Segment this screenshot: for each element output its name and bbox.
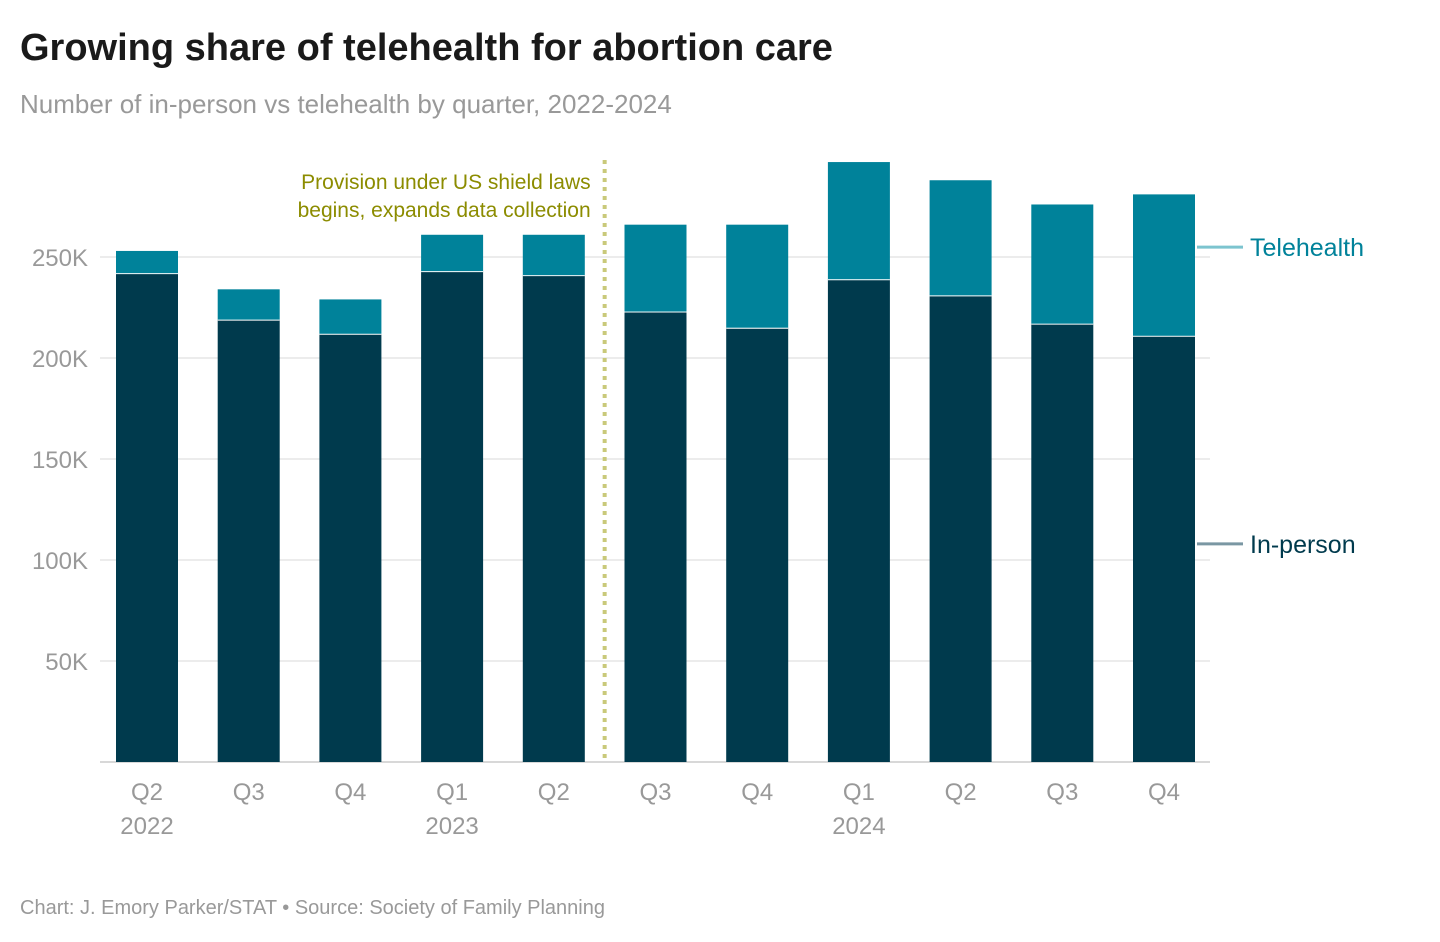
- bar-telehealth: [726, 224, 789, 328]
- bar-in-person: [624, 311, 687, 762]
- bar-in-person: [1133, 335, 1195, 762]
- bar-telehealth: [319, 299, 382, 334]
- bar-in-person: [929, 295, 992, 762]
- x-tick-label: Q3: [233, 779, 265, 806]
- x-tick-label: Q1: [436, 779, 468, 806]
- y-tick-label: 200K: [32, 346, 88, 373]
- x-tick-year: 2022: [120, 813, 173, 840]
- bar-telehealth: [421, 234, 484, 272]
- bar-in-person: [726, 327, 789, 762]
- y-tick-label: 150K: [32, 447, 88, 474]
- bar-telehealth: [116, 250, 178, 274]
- bar-in-person: [421, 271, 484, 762]
- source-note: Chart: J. Emory Parker/STAT • Source: So…: [20, 897, 605, 919]
- x-tick-label: Q4: [334, 779, 366, 806]
- bar-telehealth: [929, 180, 992, 296]
- bar-telehealth: [1031, 204, 1094, 324]
- bar-in-person: [116, 273, 178, 762]
- chart-subtitle: Number of in-person vs telehealth by qua…: [20, 89, 672, 119]
- x-tick-label: Q3: [1046, 779, 1078, 806]
- bar-in-person: [1031, 323, 1094, 762]
- y-tick-label: 50K: [45, 649, 88, 676]
- chart-title: Growing share of telehealth for abortion…: [20, 27, 833, 69]
- x-tick-label: Q3: [639, 779, 671, 806]
- bar-in-person: [827, 279, 890, 762]
- y-tick-label: 100K: [32, 548, 88, 575]
- bar-telehealth: [827, 162, 890, 280]
- x-tick-label: Q2: [538, 779, 570, 806]
- legend-label-in-person: In-person: [1250, 531, 1356, 559]
- x-tick-label: Q1: [843, 779, 875, 806]
- annotation-text: Provision under US shield laws: [301, 171, 590, 194]
- bar-in-person: [319, 333, 382, 762]
- bar-in-person: [522, 275, 585, 762]
- x-tick-label: Q4: [1148, 779, 1180, 806]
- x-tick-label: Q2: [945, 779, 977, 806]
- bar-telehealth: [1133, 194, 1195, 336]
- bar-telehealth: [217, 289, 280, 320]
- x-tick-label: Q2: [131, 779, 163, 806]
- annotation-text: begins, expands data collection: [298, 199, 591, 222]
- bar-in-person: [217, 319, 280, 762]
- bar-telehealth: [624, 224, 687, 312]
- bar-telehealth: [522, 234, 585, 276]
- x-tick-year: 2024: [832, 813, 885, 840]
- x-tick-label: Q4: [741, 779, 773, 806]
- y-tick-label: 250K: [32, 245, 88, 272]
- legend-label-telehealth: Telehealth: [1250, 234, 1364, 262]
- x-tick-year: 2023: [425, 813, 478, 840]
